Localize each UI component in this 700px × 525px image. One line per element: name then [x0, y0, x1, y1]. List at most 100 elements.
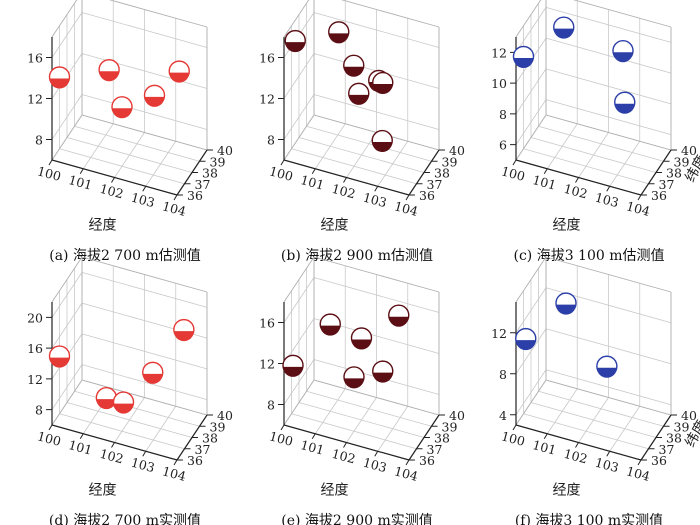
x-axis-label: 经度 — [321, 483, 349, 499]
box-frame-line — [51, 0, 78, 38]
y-tick-label: 36 — [187, 453, 203, 468]
side-wall-grid-line — [51, 94, 83, 140]
floor-grid-line — [66, 137, 193, 173]
x-tick-mark — [543, 433, 548, 440]
x-tick-label: 100 — [500, 163, 527, 184]
x-axis-label: 经度 — [553, 483, 581, 499]
data-point — [319, 313, 341, 336]
y-tick-label: 36 — [651, 188, 667, 203]
x-axis-label: 经度 — [89, 483, 117, 499]
floor-grid-line — [74, 390, 200, 427]
x-tick-mark — [637, 459, 642, 466]
y-tick-label: 40 — [681, 143, 697, 158]
y-tick-label: 37 — [659, 442, 675, 457]
data-point — [282, 354, 304, 377]
x-tick-mark — [343, 442, 347, 448]
data-point — [143, 84, 166, 107]
z-tick-label: 8 — [267, 398, 275, 413]
x-tick-label: 102 — [562, 446, 589, 467]
y-tick-label: 38 — [202, 431, 218, 446]
y-tick-label: 38 — [666, 166, 682, 181]
back-wall-grid-line — [313, 12, 440, 48]
panel-caption: (e) 海拔2 900 m实测值 — [281, 513, 432, 525]
box-frame-line — [515, 256, 547, 303]
floor-grid-line — [306, 125, 432, 162]
side-wall-grid-line — [515, 68, 547, 115]
z-tick-label: 16 — [27, 51, 43, 66]
x-tick-label: 102 — [98, 446, 125, 467]
x-tick-mark — [173, 194, 178, 201]
data-point — [555, 292, 577, 315]
panel-caption: (f) 海拔3 100 m实测值 — [515, 513, 663, 525]
y-tick-label: 39 — [442, 154, 458, 169]
back-wall-grid-line — [81, 12, 208, 48]
data-point — [111, 96, 133, 119]
y-tick-label: 37 — [427, 177, 443, 192]
box-frame-line — [81, 379, 208, 416]
y-tick-label: 36 — [419, 188, 435, 203]
x-tick-label: 104 — [161, 463, 188, 484]
panel-caption: (d) 海拔2 700 m实测值 — [49, 513, 201, 525]
x-tick-mark — [79, 433, 84, 440]
x-tick-label: 100 — [268, 163, 295, 184]
data-point — [350, 327, 373, 350]
x-tick-mark — [111, 177, 115, 183]
x-tick-label: 104 — [625, 463, 652, 484]
side-wall-grid-line — [515, 7, 547, 53]
z-tick-label: 16 — [259, 51, 275, 66]
x-tick-mark — [543, 168, 548, 175]
side-wall-grid-line — [283, 94, 315, 140]
x-tick-label: 103 — [129, 190, 156, 211]
x-tick-mark — [405, 194, 410, 201]
data-point — [173, 318, 195, 342]
x-tick-label: 102 — [562, 181, 589, 202]
data-point — [95, 386, 118, 410]
floor-grid-line — [145, 141, 177, 187]
box-frame-line — [283, 0, 310, 38]
data-point — [553, 16, 575, 39]
y-tick-label: 39 — [442, 419, 458, 434]
x-tick-mark — [173, 459, 178, 466]
box-frame-line — [515, 0, 542, 38]
data-point — [612, 40, 634, 63]
z-tick-label: 12 — [259, 357, 275, 372]
side-wall-grid-line — [51, 364, 83, 410]
floor-grid-line — [538, 390, 664, 427]
x-tick-label: 100 — [36, 428, 63, 449]
back-wall-grid-line — [545, 99, 672, 136]
y-tick-label: 37 — [427, 442, 443, 457]
box-frame-line — [572, 0, 672, 28]
z-tick-label: 20 — [27, 310, 43, 325]
floor-grid-line — [298, 137, 425, 173]
data-point — [48, 345, 71, 368]
x-tick-label: 103 — [129, 455, 156, 476]
data-point — [112, 391, 135, 414]
y-tick-label: 39 — [674, 154, 690, 169]
back-wall-grid-line — [81, 53, 208, 89]
box-frame-line — [340, 0, 440, 28]
x-tick-label: 101 — [299, 437, 326, 458]
side-wall-grid-line — [283, 359, 315, 405]
box-frame-line — [283, 114, 315, 161]
box-frame-line — [51, 114, 83, 161]
x-tick-label: 103 — [361, 455, 388, 476]
y-tick-label: 40 — [449, 408, 465, 423]
data-point — [343, 366, 365, 389]
z-tick-label: 16 — [27, 341, 43, 356]
y-tick-label: 38 — [434, 431, 450, 446]
data-point — [371, 129, 393, 153]
x-tick-mark — [343, 177, 347, 183]
x-tick-label: 100 — [500, 428, 527, 449]
floor-grid-line — [530, 402, 657, 438]
x-tick-label: 101 — [299, 172, 326, 193]
z-tick-label: 4 — [499, 408, 507, 423]
floor-grid-line — [538, 125, 664, 162]
box-frame-line — [545, 114, 672, 151]
y-tick-label: 40 — [681, 408, 697, 423]
side-wall-grid-line — [51, 272, 83, 318]
z-tick-label: 16 — [259, 316, 275, 331]
floor-grid-line — [377, 406, 409, 452]
